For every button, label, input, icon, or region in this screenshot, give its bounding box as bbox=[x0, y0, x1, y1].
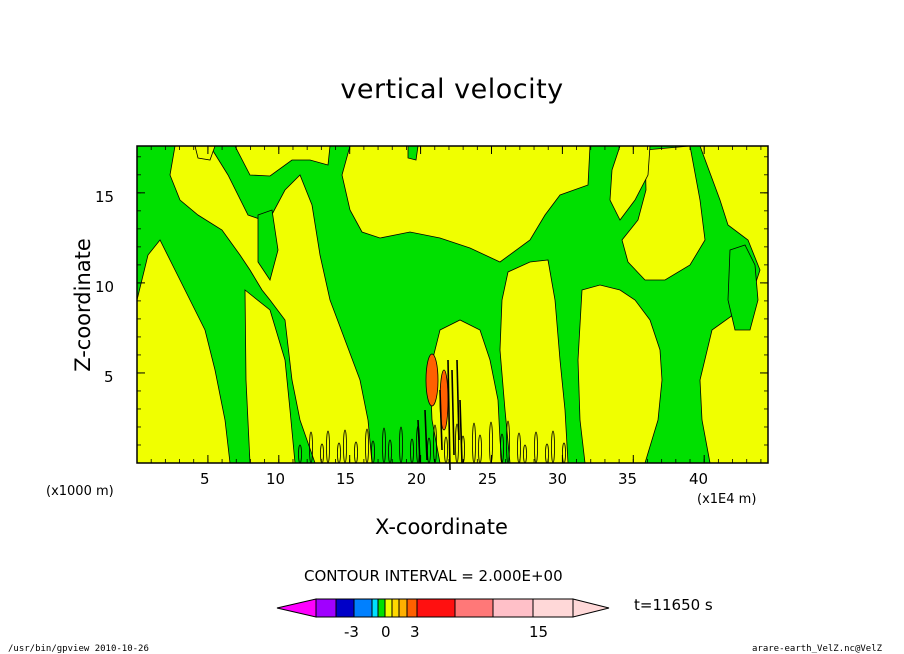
x-tick-label: 10 bbox=[266, 470, 286, 488]
footer-left: /usr/bin/gpview 2010-10-26 bbox=[8, 644, 149, 654]
negative-island bbox=[407, 145, 419, 161]
colorbar-tick-label: -3 bbox=[344, 623, 359, 641]
contour-line bbox=[451, 369, 455, 456]
colorbar-cell bbox=[454, 598, 494, 618]
positive-region bbox=[621, 145, 706, 281]
colorbar-cell bbox=[353, 598, 373, 618]
x-scale-label: (x1E4 m) bbox=[697, 492, 757, 507]
contour-line bbox=[417, 419, 421, 464]
x-tick-label: 20 bbox=[407, 470, 427, 488]
colorbar-cell bbox=[416, 598, 456, 618]
axis-ticks bbox=[137, 146, 768, 463]
colorbar-cell bbox=[398, 598, 408, 618]
y-axis-label: Z-coordinate bbox=[71, 238, 95, 372]
negative-island bbox=[257, 209, 279, 281]
colorbar-cell bbox=[315, 598, 337, 618]
x-tick-label: 30 bbox=[548, 470, 568, 488]
colorbar-cell bbox=[384, 598, 393, 618]
contour-line bbox=[447, 359, 451, 471]
x-tick-label: 35 bbox=[618, 470, 638, 488]
contour-line bbox=[424, 409, 428, 461]
positive-region bbox=[136, 239, 231, 464]
colorbar-tick-label: 15 bbox=[529, 623, 549, 641]
y-tick-label: 5 bbox=[104, 368, 114, 386]
y-tick-label: 10 bbox=[95, 278, 115, 296]
positive-region bbox=[341, 145, 591, 263]
x-tick-label: 25 bbox=[478, 470, 498, 488]
x-tick-label: 40 bbox=[689, 470, 709, 488]
colorbar-arrow-low bbox=[276, 598, 317, 618]
contour-field bbox=[136, 145, 769, 471]
plot-frame bbox=[136, 145, 769, 464]
chart-title: vertical velocity bbox=[340, 74, 564, 105]
positive-region bbox=[244, 289, 296, 464]
colorbar-arrow-high bbox=[572, 598, 610, 618]
contour-line bbox=[456, 359, 460, 441]
y-tick-label: 15 bbox=[95, 188, 115, 206]
positive-region bbox=[234, 145, 331, 177]
colorbar bbox=[276, 598, 610, 618]
colorbar-cell bbox=[377, 598, 386, 618]
contour-line bbox=[439, 389, 443, 451]
footer-right: arare-earth_VelZ.nc@VelZ bbox=[752, 644, 883, 654]
colorbar-cell bbox=[532, 598, 574, 618]
x-tick-label: 5 bbox=[200, 470, 210, 488]
time-label: t=11650 s bbox=[634, 596, 713, 614]
x-unit-label: (x1000 m) bbox=[46, 484, 114, 499]
x-tick-label: 15 bbox=[336, 470, 356, 488]
colorbar-cell bbox=[492, 598, 534, 618]
positive-region bbox=[577, 284, 663, 464]
x-axis-label: X-coordinate bbox=[375, 515, 508, 539]
colorbar-cell bbox=[335, 598, 355, 618]
colorbar-cell bbox=[371, 598, 379, 618]
contour-interval: CONTOUR INTERVAL = 2.000E+00 bbox=[304, 567, 563, 585]
colorbar-cell bbox=[406, 598, 418, 618]
convective-core bbox=[425, 353, 439, 407]
negative-island bbox=[727, 244, 759, 331]
positive-region bbox=[609, 145, 651, 221]
colorbar-cell bbox=[391, 598, 400, 618]
positive-region bbox=[499, 259, 569, 464]
colorbar-tick-label: 3 bbox=[410, 623, 420, 641]
colorbar-tick-label: 0 bbox=[381, 623, 391, 641]
